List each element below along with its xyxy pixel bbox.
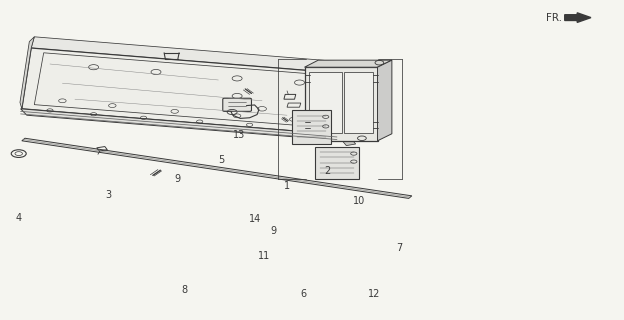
FancyBboxPatch shape <box>223 98 251 111</box>
Text: 8: 8 <box>181 284 187 295</box>
Text: 14: 14 <box>248 214 261 224</box>
Polygon shape <box>20 37 34 109</box>
Polygon shape <box>315 147 359 179</box>
Text: 4: 4 <box>16 212 22 223</box>
Polygon shape <box>378 60 392 141</box>
Text: 9: 9 <box>175 174 181 184</box>
Text: 12: 12 <box>368 289 381 300</box>
Text: 5: 5 <box>218 155 225 165</box>
Polygon shape <box>22 48 346 134</box>
Polygon shape <box>21 109 343 141</box>
Text: 7: 7 <box>396 243 402 253</box>
Text: 13: 13 <box>233 130 245 140</box>
Text: 3: 3 <box>105 190 111 200</box>
Text: 1: 1 <box>284 180 290 191</box>
Polygon shape <box>31 37 349 74</box>
Polygon shape <box>305 67 378 141</box>
Polygon shape <box>344 72 373 133</box>
Polygon shape <box>292 110 331 144</box>
Polygon shape <box>22 138 412 198</box>
FancyArrow shape <box>565 13 591 22</box>
Text: FR.: FR. <box>545 12 562 23</box>
Text: 2: 2 <box>324 166 331 176</box>
Text: 10: 10 <box>353 196 365 206</box>
Polygon shape <box>305 60 392 67</box>
Polygon shape <box>337 133 356 146</box>
Polygon shape <box>309 72 342 133</box>
Polygon shape <box>337 62 357 134</box>
Text: 9: 9 <box>270 226 276 236</box>
Text: 11: 11 <box>258 251 270 261</box>
Text: 6: 6 <box>301 289 307 300</box>
